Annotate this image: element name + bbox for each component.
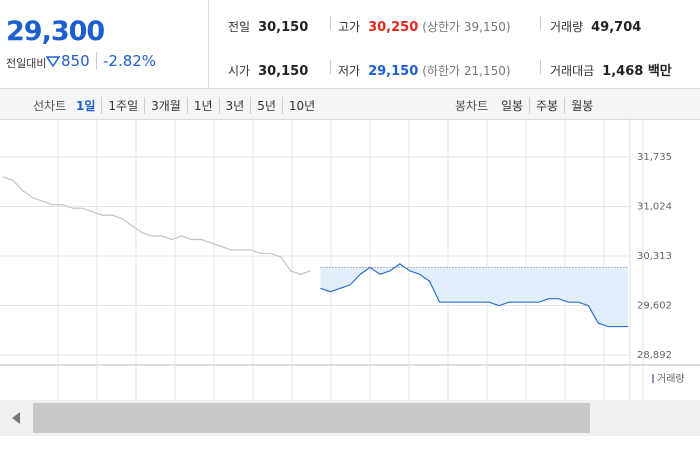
scrollbar[interactable]	[0, 400, 700, 436]
change: 850	[61, 52, 90, 70]
line-tab[interactable]: 1년	[186, 97, 219, 114]
chart: 거래량 31,735 31,024 30,313 29,602 28,892	[0, 118, 700, 400]
line-tabs: 1일 1주일 3개월 1년 3년 5년 10년	[70, 97, 321, 114]
price-line	[320, 263, 628, 328]
stat-value: 30,250	[368, 20, 419, 35]
line-tab[interactable]: 3년	[218, 97, 251, 114]
y-tick-label: 29,602	[637, 301, 672, 312]
price: 29,300	[6, 16, 105, 47]
stat-value: 49,704	[591, 20, 642, 35]
y-tick-label: 31,735	[637, 152, 672, 163]
divider	[540, 16, 541, 30]
change-label: 전일대비	[6, 57, 47, 70]
stat: 전일 30,150	[228, 16, 308, 35]
stat-label: 시가	[228, 64, 251, 78]
divider	[208, 0, 209, 88]
price-line	[2, 176, 311, 275]
stat-label: 거래량	[550, 20, 584, 34]
stat: 저가 29,150 (하한가 21,150)	[338, 60, 511, 79]
volume-legend: 거래량	[657, 373, 685, 385]
candle-tab[interactable]: 월봉	[564, 97, 599, 114]
tab-bar: 선차트 1일 1주일 3개월 1년 3년 5년 10년 봉차트 일봉 주봉 월봉	[0, 88, 700, 120]
scroll-thumb[interactable]	[33, 403, 590, 433]
y-tick-label: 28,892	[637, 350, 672, 361]
stat-label: 전일	[228, 20, 251, 34]
divider	[330, 60, 331, 74]
candle-tab[interactable]: 주봉	[529, 97, 564, 114]
stat-label: 거래대금	[550, 64, 595, 78]
stat: 고가 30,250 (상한가 39,150)	[338, 16, 511, 35]
stat-value: 30,150	[258, 64, 309, 79]
line-tab[interactable]: 5년	[250, 97, 282, 114]
stat-value: 1,468 백만	[602, 64, 672, 79]
stat-note: (하한가 21,150)	[422, 64, 511, 78]
price-panel: 29,300 전일대비 850 -2.82%	[0, 0, 209, 88]
line-tab[interactable]: 10년	[281, 97, 321, 114]
stat-value: 30,150	[258, 20, 309, 35]
candle-tab[interactable]: 일봉	[501, 99, 524, 113]
stat: 거래대금 1,468 백만	[550, 60, 672, 79]
stat: 거래량 49,704	[550, 16, 641, 35]
stat-label: 저가	[338, 64, 361, 78]
candle-tabs: 일봉 주봉 월봉	[495, 97, 599, 114]
stat-note: (상한가 39,150)	[422, 20, 511, 34]
area-fill	[320, 263, 628, 327]
line-tab[interactable]: 1주일	[101, 97, 144, 114]
divider	[540, 60, 541, 74]
stat: 시가 30,150	[228, 60, 308, 79]
stat-label: 고가	[338, 20, 361, 34]
candle-label: 봉차트	[455, 99, 489, 113]
change-rate: -2.82%	[96, 52, 156, 70]
line-tab[interactable]: 3개월	[144, 97, 187, 114]
line-label: 선차트	[33, 99, 67, 113]
stat-value: 29,150	[368, 64, 419, 79]
y-tick-label: 31,024	[637, 202, 672, 213]
down-arrow	[46, 56, 60, 67]
line-tab[interactable]: 1일	[76, 99, 96, 113]
y-tick-label: 30,313	[637, 251, 672, 262]
divider	[330, 16, 331, 30]
